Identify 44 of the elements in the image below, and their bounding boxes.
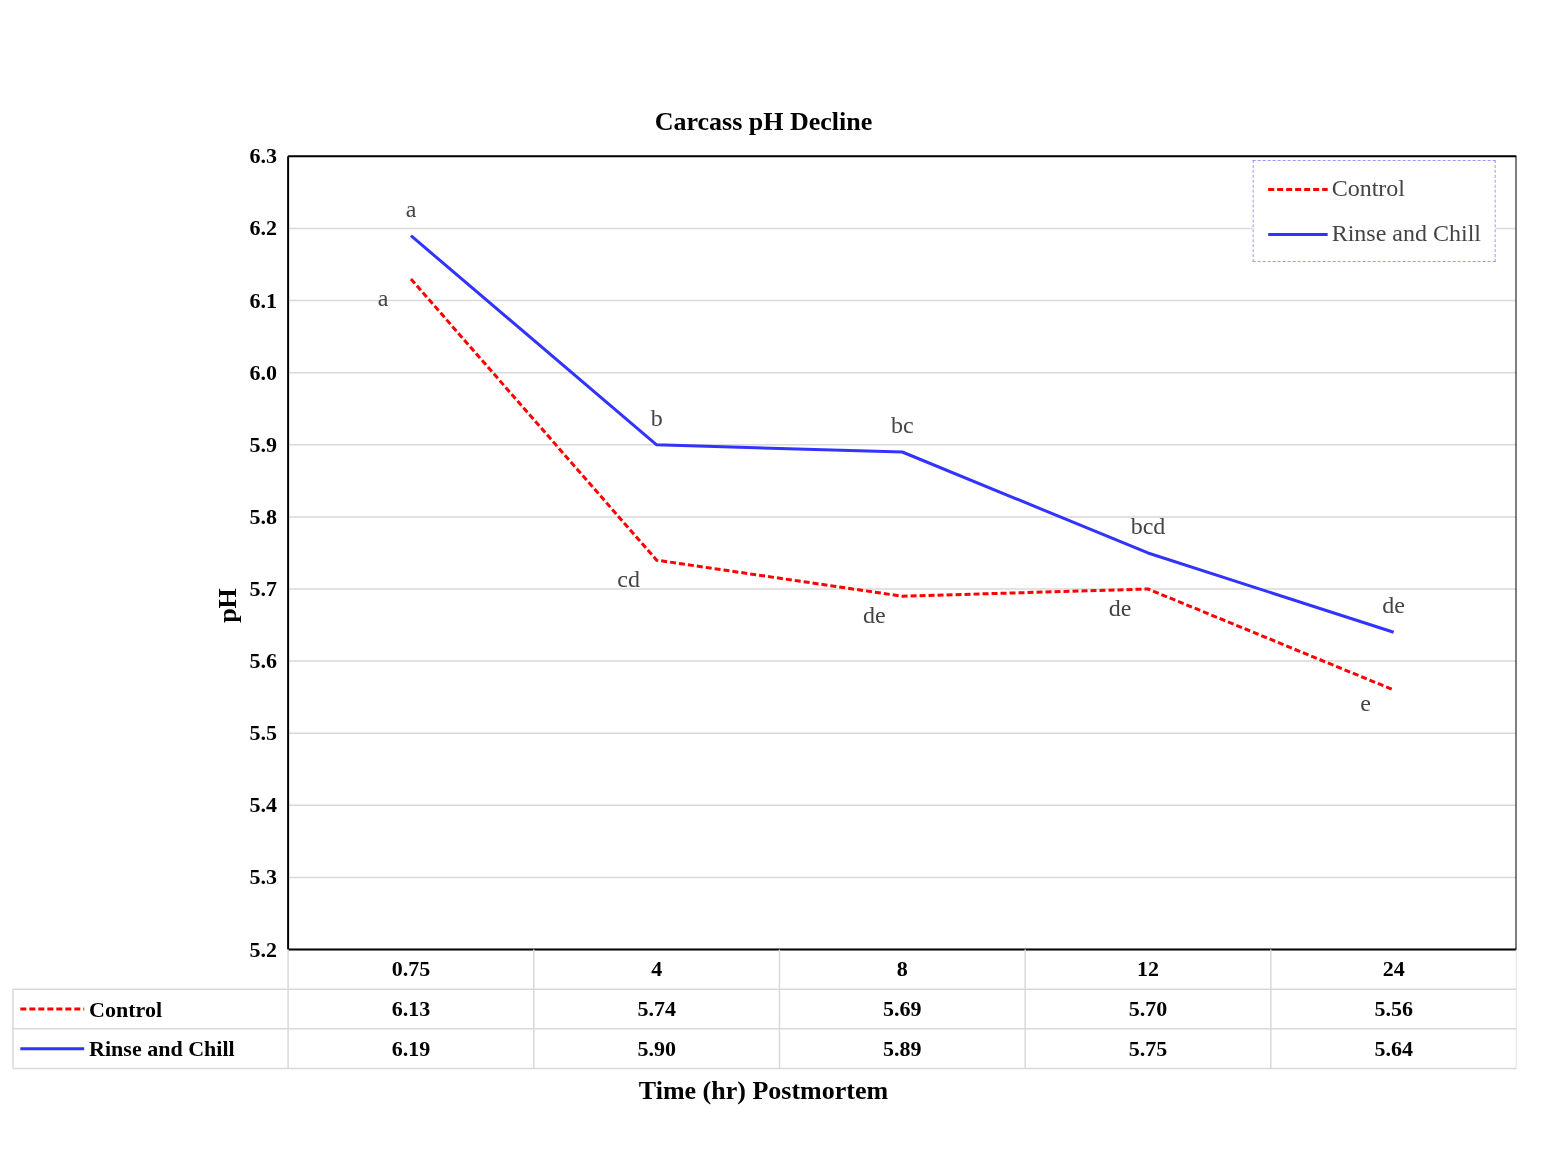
x-tick-label: 8 xyxy=(896,956,908,982)
data-label: 5.89 xyxy=(883,1035,922,1061)
annotation: bc xyxy=(890,412,914,438)
y-tick-label: 5.6 xyxy=(249,648,278,674)
data-label: 5.64 xyxy=(1374,1035,1413,1061)
data-label: 5.74 xyxy=(637,996,676,1022)
y-tick-label: 6.1 xyxy=(249,287,278,313)
annotation: b xyxy=(650,404,663,431)
y-tick-label: 5.8 xyxy=(249,503,278,529)
annotation: e xyxy=(1360,689,1371,716)
y-tick-label: 6.0 xyxy=(249,359,278,385)
legend-label: Control xyxy=(1331,175,1405,202)
y-tick-label: 5.2 xyxy=(249,936,278,962)
data-label: 5.70 xyxy=(1128,996,1168,1022)
y-tick-label: 5.9 xyxy=(249,431,278,457)
data-label: 5.90 xyxy=(637,1035,676,1061)
annotation: de xyxy=(1108,595,1132,622)
y-tick-label: 5.3 xyxy=(249,864,278,890)
annotation: de xyxy=(1382,592,1405,619)
y-tick-label: 6.2 xyxy=(249,215,278,241)
text: Control xyxy=(89,996,163,1022)
x-axis-title: Time (hr) Postmortem xyxy=(638,1075,889,1105)
x-tick-label: 0.75 xyxy=(391,956,431,982)
data-label: 5.75 xyxy=(1128,1035,1168,1061)
x-tick-label: 4 xyxy=(651,956,663,982)
y-tick-label: 5.7 xyxy=(249,576,278,602)
y-tick-label: 5.4 xyxy=(249,792,278,818)
x-tick-label: 12 xyxy=(1136,956,1159,982)
y-axis-title: pH xyxy=(213,588,242,623)
annotation: bcd xyxy=(1130,512,1166,539)
data-label: 6.19 xyxy=(391,1035,431,1061)
y-tick-label: 6.3 xyxy=(249,143,278,169)
data-label: 6.13 xyxy=(391,996,431,1022)
annotation: de xyxy=(862,602,886,629)
annotation: a xyxy=(377,284,389,311)
data-label: 5.56 xyxy=(1374,996,1413,1022)
annotation: cd xyxy=(617,566,640,593)
x-tick-label: 24 xyxy=(1382,956,1405,982)
data-label: 5.69 xyxy=(883,996,922,1022)
text: Rinse and Chill xyxy=(89,1036,235,1062)
annotation: a xyxy=(405,195,417,222)
legend-label: Rinse and Chill xyxy=(1331,220,1481,247)
chart-title: Carcass pH Decline xyxy=(654,106,873,136)
y-tick-label: 5.5 xyxy=(249,720,278,746)
